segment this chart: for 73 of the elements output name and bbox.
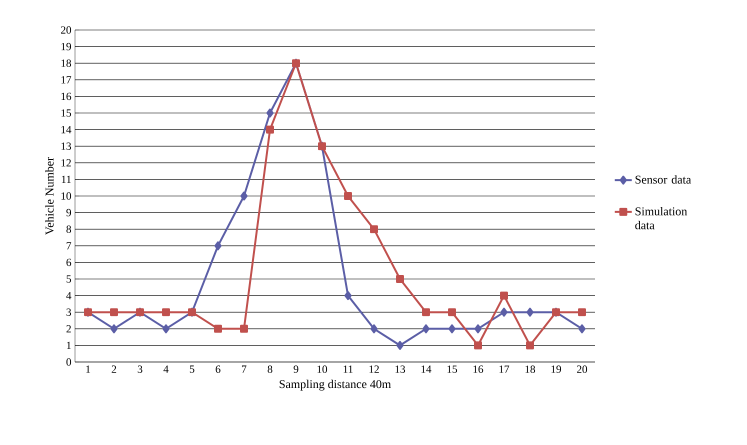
x-axis-title: Sampling distance 40m (280, 380, 391, 391)
y-tick-label: 9 (66, 208, 72, 216)
point (370, 324, 378, 334)
point (500, 292, 508, 300)
x-tick-label: 12 (369, 366, 379, 373)
x-tick-label: 11 (344, 366, 353, 373)
y-tick-label: 17 (61, 76, 72, 84)
y-tick-label: 1 (66, 342, 71, 350)
point (240, 192, 248, 200)
y-tick-label: 16 (61, 92, 72, 100)
point (214, 241, 222, 250)
y-tick-label: 18 (61, 60, 72, 67)
x-tick-label: 5 (190, 366, 194, 373)
point (266, 108, 274, 118)
x-tick-label: 3 (138, 366, 142, 373)
point (474, 341, 482, 350)
point (526, 308, 534, 317)
y-tick-label: 4 (66, 292, 72, 300)
x-tick-label: 4 (163, 366, 169, 373)
x-tick-label: 15 (447, 366, 458, 373)
point (162, 324, 170, 334)
x-tick-label: 7 (242, 366, 246, 373)
y-tick-label: 6 (66, 258, 72, 266)
y-tick-label: 11 (62, 176, 71, 184)
y-tick-label: 19 (61, 42, 72, 50)
point (526, 341, 534, 350)
point (162, 308, 170, 316)
x-tick-label: 1 (86, 366, 90, 373)
x-tick-label: 14 (421, 366, 432, 373)
point (474, 324, 482, 334)
point (448, 308, 456, 316)
point (448, 324, 456, 334)
point (578, 324, 586, 334)
x-tick-label: 17 (499, 366, 510, 373)
y-tick-label: 20 (61, 26, 72, 34)
point (110, 324, 118, 334)
point (422, 308, 430, 316)
point (396, 275, 404, 283)
y-tick-label: 5 (66, 275, 72, 283)
y-tick-label: 8 (66, 226, 72, 233)
x-tick-label: 19 (551, 366, 562, 373)
x-tick-label: 6 (216, 366, 220, 373)
y-tick-label: 3 (66, 308, 72, 316)
point (110, 308, 118, 316)
point (266, 126, 274, 134)
y-tick-label: 7 (66, 242, 72, 250)
x-tick-label: 10 (317, 366, 328, 373)
point (396, 340, 404, 350)
x-tick-label: 8 (268, 366, 272, 373)
x-tick-label: 9 (294, 366, 298, 373)
legend-label: Simulation data (635, 206, 688, 230)
y-tick-label: 14 (61, 126, 72, 134)
y-tick-label: 0 (66, 358, 72, 366)
point (578, 308, 586, 316)
x-tick-label: 13 (395, 366, 406, 373)
y-tick-label: 12 (61, 159, 71, 166)
point (214, 324, 222, 333)
y-tick-label: 13 (61, 142, 72, 150)
point (240, 324, 248, 333)
point (344, 192, 352, 200)
x-tick-label: 16 (473, 366, 484, 373)
y-tick-label: 2 (66, 325, 71, 332)
y-tick-label: 15 (61, 109, 72, 117)
x-tick-label: 18 (525, 366, 536, 373)
point (370, 225, 378, 234)
point (500, 308, 508, 317)
point (422, 324, 430, 334)
x-tick-label: 20 (577, 366, 588, 373)
legend-label: Sensor data (636, 175, 692, 184)
y-axis-title: Vehicle Number (45, 157, 54, 235)
y-tick-label: 10 (61, 192, 72, 200)
point (344, 291, 352, 300)
x-tick-label: 2 (112, 366, 116, 373)
